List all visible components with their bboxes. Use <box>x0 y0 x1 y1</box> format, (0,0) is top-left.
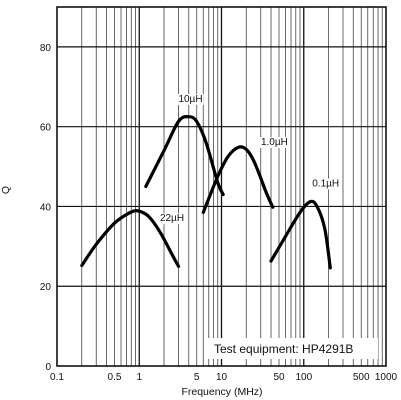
curve-label-background <box>259 137 289 148</box>
x-axis-title: Frequency (MHz) <box>181 386 262 398</box>
curve-label-background <box>177 93 204 105</box>
y-axis-title: Q <box>0 186 12 194</box>
curve-label: 1.0µH <box>261 137 288 148</box>
x-tick-label: 100 <box>295 372 312 383</box>
y-tick-label: 0 <box>45 362 51 373</box>
plot-frame <box>56 6 387 367</box>
y-tick-label: 60 <box>40 123 52 134</box>
y-tick-label: 20 <box>40 282 52 293</box>
y-tick-labels: 0 20 40 60 80 <box>40 43 52 373</box>
curve-label-background <box>158 213 186 225</box>
y-tick-label: 40 <box>40 202 52 213</box>
x-tick-label: 0.5 <box>108 372 122 383</box>
curve-label-background <box>311 178 341 190</box>
annotation-text: Test equipment: HP4291B <box>214 342 353 356</box>
curve-label: 0.1µH <box>312 179 339 190</box>
x-tick-label: 50 <box>273 372 285 383</box>
curve-labels: 10µH 1.0µH 0.1µH 22µH <box>158 93 341 225</box>
x-tick-label: 10 <box>216 372 228 383</box>
x-tick-label: 5 <box>194 372 200 383</box>
curve-10H <box>144 115 225 197</box>
x-tick-label: 1 <box>137 372 143 383</box>
x-tick-label: 1000 <box>375 372 398 383</box>
curve-label: 22µH <box>160 213 184 224</box>
x-tick-label: 500 <box>353 372 370 383</box>
curve-label: 10µH <box>178 94 202 105</box>
curve-22H <box>80 208 181 268</box>
y-tick-label: 80 <box>40 43 52 54</box>
grid-major-lines <box>57 7 386 366</box>
x-tick-label: 0.1 <box>50 372 64 383</box>
curves <box>80 115 332 270</box>
annotation-box <box>208 338 378 359</box>
curve-1p0H <box>201 145 275 214</box>
x-tick-labels: 0.1 0.5 1 5 10 50 100 500 1000 <box>50 372 398 383</box>
curve-0p1H <box>269 199 332 270</box>
